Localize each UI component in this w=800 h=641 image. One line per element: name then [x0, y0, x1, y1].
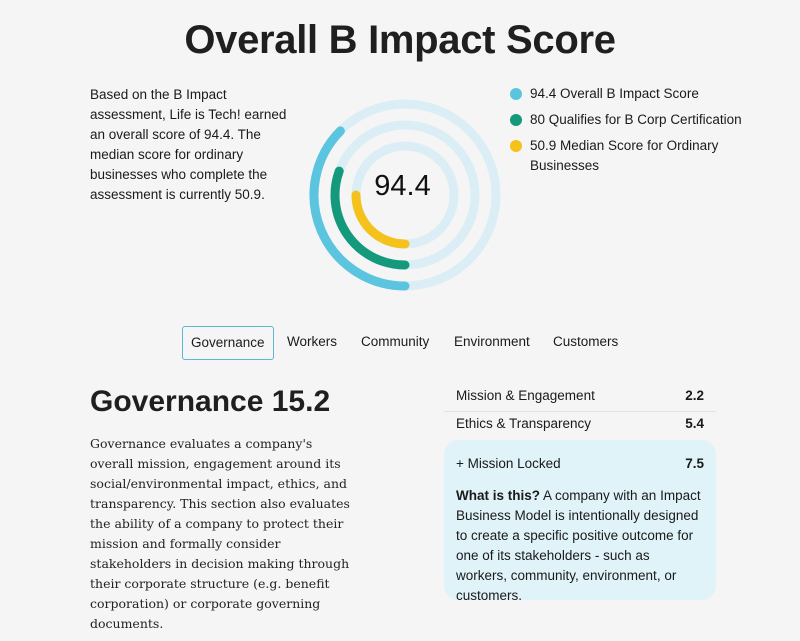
legend: 94.4 Overall B Impact Score 80 Qualifies… [510, 84, 750, 182]
category-tabs: Governance Workers Community Environment… [0, 326, 800, 360]
metric-label: Mission & Engagement [456, 388, 595, 403]
overall-score-value: 94.4 [374, 170, 431, 202]
metric-row-mission-engagement: Mission & Engagement 2.2 [444, 384, 716, 412]
median-score-arc [351, 190, 410, 249]
metric-value: 7.5 [685, 456, 704, 471]
legend-label: 94.4 Overall B Impact Score [530, 86, 699, 101]
section-title: Governance 15.2 [90, 385, 331, 418]
tab-community[interactable]: Community [361, 334, 430, 349]
metric-label: + Mission Locked [456, 456, 561, 471]
legend-dot [510, 114, 522, 126]
metrics-list: Mission & Engagement 2.2 Ethics & Transp… [444, 384, 716, 440]
certification-arc [330, 166, 410, 270]
metric-row-ethics-transparency: Ethics & Transparency 5.4 [444, 412, 716, 440]
overall-score-arc [309, 126, 410, 291]
mission-locked-row[interactable]: + Mission Locked 7.5 [456, 452, 704, 476]
mission-locked-card: + Mission Locked 7.5 What is this? A com… [444, 440, 716, 603]
legend-dot [510, 140, 522, 152]
metric-label: Ethics & Transparency [456, 416, 592, 431]
section-description: Governance evaluates a company's overall… [90, 436, 350, 631]
mission-locked-explanation: What is this? A company with an Impact B… [456, 486, 704, 606]
page-title: Overall B Impact Score [184, 18, 616, 62]
legend-dot [510, 88, 522, 100]
metric-value: 5.4 [685, 416, 704, 431]
legend-item-median: 50.9 Median Score for Ordinary Businesse… [510, 136, 750, 176]
legend-label: 50.9 Median Score for Ordinary Businesse… [530, 138, 719, 173]
metric-value: 2.2 [685, 388, 704, 403]
explanation-text: A company with an Impact Business Model … [456, 488, 701, 603]
tab-governance[interactable]: Governance [182, 326, 274, 360]
legend-item-overall: 94.4 Overall B Impact Score [510, 84, 750, 104]
score-donut [309, 99, 501, 291]
tab-environment[interactable]: Environment [454, 334, 530, 349]
intro-text: Based on the B Impact assessment, Life i… [90, 87, 287, 202]
legend-item-certification: 80 Qualifies for B Corp Certification [510, 110, 750, 130]
tab-customers[interactable]: Customers [553, 334, 619, 349]
what-is-this-label: What is this? [456, 488, 540, 503]
legend-label: 80 Qualifies for B Corp Certification [530, 112, 742, 127]
tab-workers[interactable]: Workers [287, 334, 338, 349]
